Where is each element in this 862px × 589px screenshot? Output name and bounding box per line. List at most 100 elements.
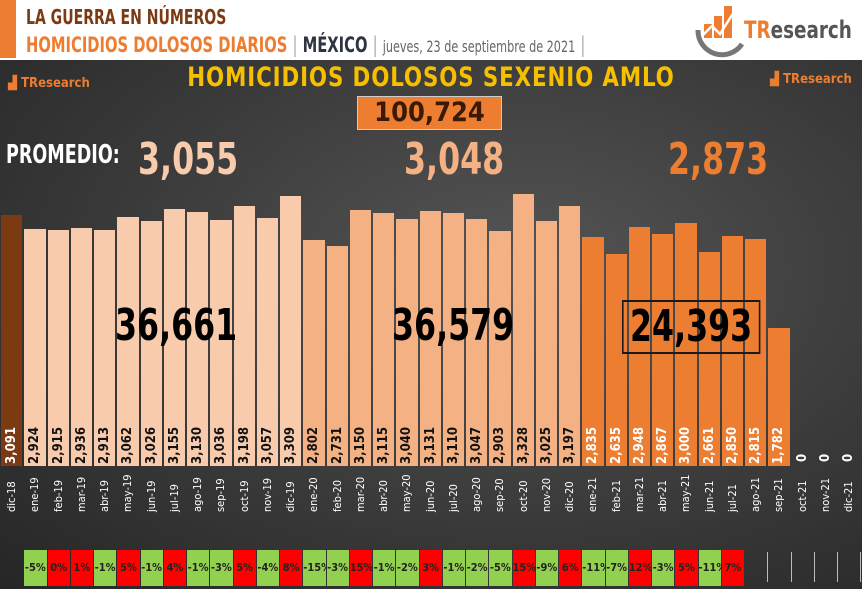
value-label: 3,057 — [259, 427, 275, 464]
month-label: oct-21 — [795, 480, 809, 512]
value-label: 2,948 — [631, 427, 647, 464]
empty-cell-divider — [767, 552, 769, 582]
series-title: LA GUERRA EN NÚMEROS — [26, 5, 227, 29]
monthly-change-cell: -2% — [466, 550, 489, 586]
bar-dic-18 — [1, 214, 23, 466]
month-label: nov-20 — [539, 477, 553, 512]
value-label: 3,110 — [445, 427, 461, 464]
year-total-2020: 36,579 — [392, 300, 515, 351]
value-label: 3,040 — [399, 427, 415, 464]
month-label: dic-19 — [284, 481, 297, 512]
monthly-change-cell: 15% — [512, 550, 536, 586]
chart-title: HOMICIDIOS DOLOSOS SEXENIO AMLO — [187, 62, 675, 93]
month-label: jun-21 — [702, 480, 716, 512]
subject: HOMICIDIOS DOLOSOS DIARIOS — [26, 33, 288, 57]
value-label: 0 — [841, 453, 856, 462]
month-label: dic-20 — [563, 481, 576, 512]
empty-cell-divider — [813, 552, 815, 582]
value-label: 3,062 — [120, 427, 136, 464]
monthly-change-cell: -3% — [326, 550, 349, 586]
empty-cell-divider — [837, 552, 838, 582]
monthly-change-cell: 4% — [163, 550, 186, 586]
bar-jun-19 — [140, 220, 162, 466]
bar-dic-20 — [559, 205, 581, 466]
average-2019: 3,055 — [138, 134, 239, 185]
month-label: jun-20 — [423, 480, 437, 512]
month-label: may-19 — [121, 474, 135, 512]
value-label: 2,913 — [97, 427, 112, 464]
empty-cell-divider — [860, 552, 862, 582]
value-label: 3,309 — [283, 427, 298, 464]
month-label: may-20 — [400, 474, 414, 512]
bar-may-19 — [117, 217, 139, 466]
value-label: 3,328 — [515, 427, 531, 464]
watermark-logo-right: ▟ TResearch — [770, 72, 852, 87]
value-label: 3,036 — [213, 427, 229, 464]
month-label: nov-21 — [818, 477, 832, 512]
bar-ene-20 — [303, 239, 325, 466]
monthly-change-cell: -3% — [652, 550, 675, 586]
bar-nov-20 — [535, 220, 557, 466]
value-label: 2,867 — [655, 427, 670, 464]
bar-may-21 — [675, 222, 697, 466]
month-label: nov-19 — [260, 477, 274, 512]
value-label: 2,635 — [608, 427, 624, 464]
month-label: dic-18 — [5, 481, 18, 512]
bar-oct-19 — [233, 205, 255, 466]
bar-dic-19 — [280, 196, 302, 466]
separator: | — [292, 33, 298, 57]
monthly-change-cell: 3% — [419, 550, 442, 586]
month-label: mar-20 — [353, 476, 367, 512]
value-label: 3,130 — [190, 427, 205, 464]
month-label: jul-19 — [167, 484, 181, 512]
month-label: ago-19 — [191, 477, 204, 512]
monthly-change-cell: -1% — [373, 550, 396, 586]
monthly-change-cell: 0% — [47, 550, 70, 586]
monthly-change-cell: 6% — [559, 550, 582, 586]
value-label: 3,155 — [166, 427, 182, 464]
bar-abr-20 — [373, 212, 395, 466]
month-label: sep-21 — [772, 478, 786, 512]
monthly-change-cell: -2% — [396, 550, 419, 586]
value-label: 3,197 — [562, 427, 577, 464]
bar-mar-21 — [628, 227, 650, 466]
month-label: mar-19 — [74, 476, 88, 512]
monthly-change-cell: -1% — [140, 550, 163, 586]
bar-mar-19 — [70, 228, 92, 466]
month-label: abr-19 — [98, 480, 111, 512]
value-label: 3,091 — [4, 427, 19, 464]
month-label: may-21 — [679, 474, 693, 512]
monthly-change-cell: -1% — [187, 550, 210, 586]
average-2021: 2,873 — [668, 134, 769, 185]
month-label: jul-20 — [446, 484, 460, 512]
value-label: 3,047 — [469, 427, 484, 464]
month-label: jun-19 — [144, 480, 158, 512]
bar-sep-20 — [489, 231, 511, 466]
value-label: 2,661 — [701, 427, 717, 464]
value-label: 1,782 — [771, 427, 787, 464]
value-label: 3,025 — [538, 427, 554, 464]
bar-may-20 — [396, 219, 418, 466]
month-label: abr-20 — [377, 480, 390, 512]
value-label: 3,115 — [376, 427, 391, 464]
monthly-change-cell: 12% — [628, 550, 652, 586]
subtitle: HOMICIDIOS DOLOSOS DIARIOS | MÉXICO | ju… — [26, 33, 585, 57]
monthly-change-cell: -15% — [303, 550, 331, 586]
month-label: mar-21 — [632, 476, 646, 512]
month-label: dic-21 — [842, 481, 855, 512]
monthly-change-cell: 8% — [280, 550, 303, 586]
monthly-change-cell: 1% — [70, 550, 93, 586]
bar-jul-20 — [442, 213, 464, 466]
bar-feb-21 — [605, 254, 627, 466]
month-label: feb-21 — [609, 479, 623, 512]
bar-jun-20 — [419, 211, 441, 466]
tresearch-logo: TResearch — [690, 0, 862, 60]
bar-ago-19 — [187, 211, 209, 466]
monthly-change-cell: -4% — [256, 550, 279, 586]
monthly-change-cell: 5% — [233, 550, 256, 586]
monthly-change-cell: -5% — [24, 550, 47, 586]
value-label: 3,026 — [143, 427, 159, 464]
value-label: 3,000 — [678, 427, 694, 464]
grand-total: 100,724 — [357, 96, 502, 130]
logo-text: TResearch — [744, 16, 852, 44]
